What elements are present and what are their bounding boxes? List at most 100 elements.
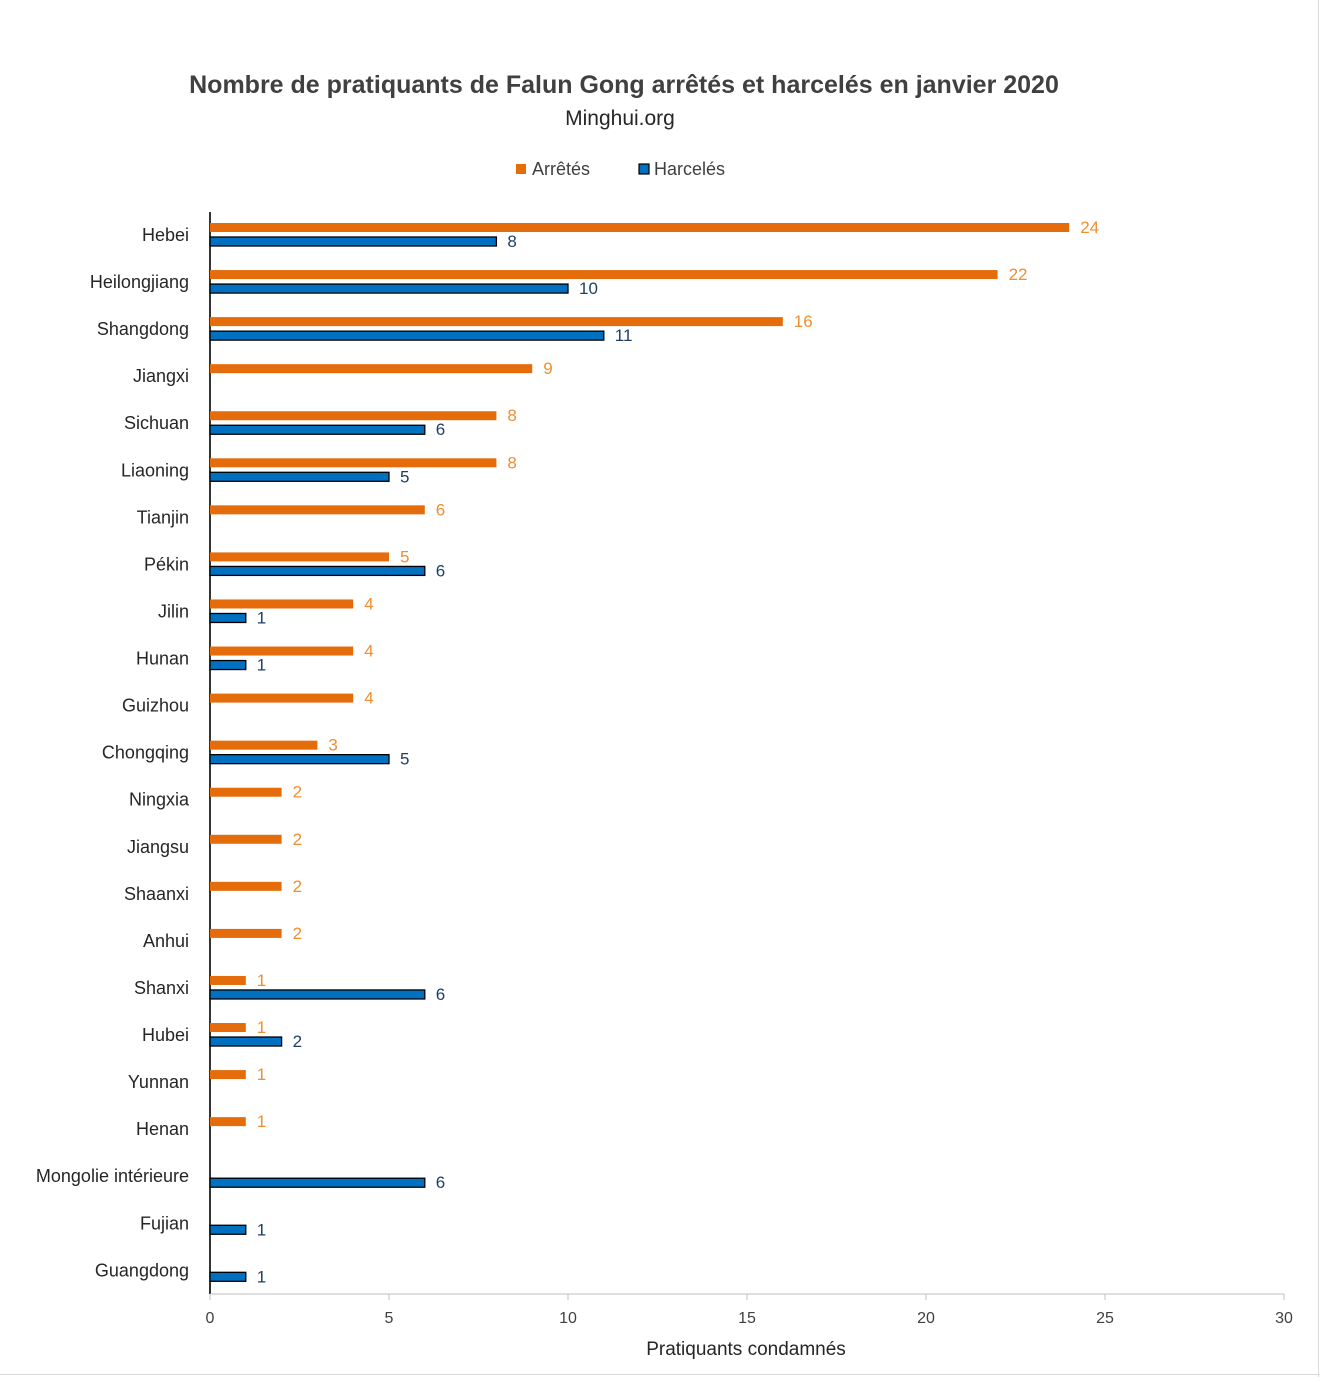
bar-arretes-jilin xyxy=(210,599,354,609)
x-axis-label: Pratiquants condamnés xyxy=(646,1339,846,1360)
bar-arretes-chongqing xyxy=(210,740,318,750)
data-label-harceles: 5 xyxy=(400,467,409,486)
data-label-harceles: 1 xyxy=(257,608,266,627)
legend: Arrêtés Harcelés xyxy=(516,159,725,179)
y-category-label: Shangdong xyxy=(97,319,189,339)
y-category-label: Mongolie intérieure xyxy=(36,1166,189,1186)
data-label-harceles: 10 xyxy=(579,279,598,298)
data-label-harceles: 1 xyxy=(257,1220,266,1239)
y-category-label: Jilin xyxy=(158,601,189,621)
data-label-arretes: 1 xyxy=(257,1018,266,1037)
data-label-arretes: 22 xyxy=(1009,265,1028,284)
bar-arretes-hunan xyxy=(210,646,354,656)
chart-subtitle: Minghui.org xyxy=(565,107,675,130)
legend-label-harceles: Harcelés xyxy=(654,159,725,179)
y-category-label: Ningxia xyxy=(129,790,190,810)
data-label-arretes: 8 xyxy=(507,453,516,472)
data-label-harceles: 8 xyxy=(507,232,516,251)
y-category-label: Heilongjiang xyxy=(90,272,189,292)
y-category-label: Shaanxi xyxy=(124,884,189,904)
bar-harceles-hubei xyxy=(209,1036,283,1047)
x-tick-label: 0 xyxy=(206,1310,215,1327)
bar-arretes-henan xyxy=(210,1117,246,1127)
data-label-harceles: 6 xyxy=(436,985,445,1004)
data-label-arretes: 4 xyxy=(364,689,373,708)
bar-arretes-shaanxi xyxy=(210,881,282,891)
bar-harceles-heilongjiang xyxy=(209,283,569,294)
data-label-harceles: 5 xyxy=(400,750,409,769)
legend-label-arretes: Arrêtés xyxy=(532,159,590,179)
bar-harceles-shangdong xyxy=(209,330,605,341)
data-label-arretes: 4 xyxy=(364,642,373,661)
data-label-arretes: 8 xyxy=(507,406,516,425)
legend-swatch-harceles xyxy=(638,163,650,175)
bar-harceles-shanxi xyxy=(209,989,426,1000)
x-tick-label: 5 xyxy=(385,1310,394,1327)
bar-arretes-guizhou xyxy=(210,693,354,703)
data-label-arretes: 1 xyxy=(257,1112,266,1131)
bar-arretes-yunnan xyxy=(210,1070,246,1080)
data-label-harceles: 6 xyxy=(436,1173,445,1192)
bar-arretes-liaoning xyxy=(210,458,497,468)
data-label-arretes: 2 xyxy=(293,830,302,849)
y-category-label: Guizhou xyxy=(122,696,189,716)
x-tick-label: 10 xyxy=(559,1310,577,1327)
x-tick-label: 25 xyxy=(1096,1310,1114,1327)
data-label-arretes: 6 xyxy=(436,500,445,519)
data-label-arretes: 9 xyxy=(543,359,552,378)
bar-harceles-mongolie-interieure xyxy=(209,1177,426,1188)
data-label-arretes: 2 xyxy=(293,877,302,896)
data-label-arretes: 5 xyxy=(400,547,409,566)
data-label-harceles: 1 xyxy=(257,656,266,675)
frame-edge-bottom xyxy=(0,1374,1320,1375)
bar-harceles-jilin xyxy=(209,612,247,624)
data-label-arretes: 1 xyxy=(257,1065,266,1084)
y-category-label: Pékin xyxy=(144,554,189,574)
legend-swatch-arretes xyxy=(516,164,526,174)
bar-arretes-shangdong xyxy=(210,317,783,327)
data-label-harceles: 6 xyxy=(436,561,445,580)
bar-arretes-tianjin xyxy=(210,505,425,515)
bar-harceles-sichuan xyxy=(209,424,426,435)
bar-arretes-hubei xyxy=(210,1023,246,1033)
bar-harceles-hebei xyxy=(209,236,498,247)
data-label-harceles: 2 xyxy=(293,1032,302,1051)
y-category-label: Jiangsu xyxy=(127,837,189,857)
y-category-label: Chongqing xyxy=(102,743,189,763)
bar-harceles-chongqing xyxy=(209,754,390,765)
bar-harceles-guangdong xyxy=(209,1271,247,1282)
bar-harceles-fujian xyxy=(209,1224,247,1235)
bar-harceles-liaoning xyxy=(209,471,390,482)
data-label-arretes: 3 xyxy=(328,736,337,755)
y-category-label: Sichuan xyxy=(124,413,189,433)
bar-harceles-pekin xyxy=(209,565,426,577)
y-category-label: Fujian xyxy=(140,1213,189,1233)
y-category-label: Liaoning xyxy=(121,460,189,480)
data-label-arretes: 2 xyxy=(293,924,302,943)
data-label-harceles: 6 xyxy=(436,420,445,439)
data-label-harceles: 11 xyxy=(615,326,633,345)
chart-title: Nombre de pratiquants de Falun Gong arrê… xyxy=(189,71,1059,99)
y-category-label: Tianjin xyxy=(137,507,189,527)
bar-arretes-heilongjiang xyxy=(210,270,998,280)
data-label-arretes: 1 xyxy=(257,971,266,990)
y-category-label: Henan xyxy=(136,1119,189,1139)
x-tick-label: 30 xyxy=(1275,1310,1293,1327)
bar-arretes-pekin xyxy=(210,552,389,562)
bar-arretes-jiangsu xyxy=(210,834,282,844)
bar-arretes-jiangxi xyxy=(210,364,533,374)
y-category-label: Shanxi xyxy=(134,978,189,998)
data-label-arretes: 24 xyxy=(1080,218,1099,237)
y-category-label: Jiangxi xyxy=(133,366,189,386)
bar-arretes-anhui xyxy=(210,928,282,938)
y-category-label: Anhui xyxy=(143,931,189,951)
x-tick-label: 15 xyxy=(738,1310,756,1327)
data-label-arretes: 4 xyxy=(364,594,373,613)
y-category-label: Yunnan xyxy=(128,1072,189,1092)
x-tick-label: 20 xyxy=(917,1310,935,1327)
data-label-arretes: 2 xyxy=(293,783,302,802)
bar-arretes-ningxia xyxy=(210,787,282,797)
